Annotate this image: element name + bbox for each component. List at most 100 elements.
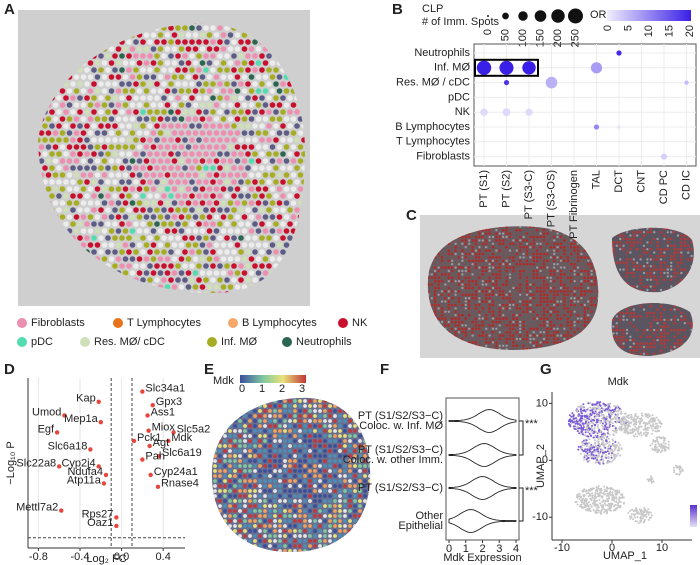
- spot: [268, 524, 272, 528]
- spot: [659, 247, 663, 251]
- spot: [91, 137, 97, 143]
- cell: [578, 405, 581, 408]
- spot: [266, 81, 272, 87]
- spot: [161, 249, 167, 255]
- spot: [348, 499, 352, 503]
- spot: [652, 318, 656, 322]
- spot: [245, 39, 251, 45]
- spot: [248, 519, 252, 523]
- spot: [512, 269, 515, 273]
- spot: [546, 337, 549, 341]
- spot: [80, 74, 87, 80]
- spot: [542, 228, 546, 232]
- spot: [318, 479, 322, 483]
- spot: [253, 489, 257, 493]
- spot: [318, 429, 322, 433]
- spot: [553, 239, 556, 242]
- spot: [253, 514, 257, 518]
- spot: [108, 228, 115, 234]
- spot: [70, 221, 76, 227]
- spot: [266, 109, 272, 115]
- spot: [203, 151, 209, 157]
- spot: [358, 397, 362, 398]
- spot: [659, 275, 663, 278]
- spot: [154, 249, 160, 255]
- spot: [593, 303, 597, 307]
- spot: [622, 244, 625, 247]
- spot: [293, 399, 297, 403]
- spot: [243, 449, 247, 453]
- spot: [481, 320, 485, 324]
- spot: [348, 404, 352, 408]
- spot: [234, 200, 241, 206]
- spot: [63, 179, 69, 185]
- spot: [233, 429, 237, 433]
- spot: [576, 242, 580, 245]
- spot: [615, 322, 618, 325]
- spot: [273, 494, 277, 498]
- spot: [358, 549, 362, 552]
- spot: [129, 214, 136, 220]
- spot: [553, 249, 556, 252]
- spot: [175, 95, 181, 101]
- spot: [491, 317, 495, 320]
- spot: [461, 293, 464, 297]
- spot: [248, 429, 252, 433]
- spot: [343, 469, 347, 473]
- spot: [522, 344, 525, 348]
- spot: [670, 318, 673, 321]
- spot: [126, 193, 132, 199]
- spot: [293, 494, 297, 498]
- spot: [66, 144, 73, 150]
- spot: [308, 484, 312, 488]
- spot: [147, 277, 153, 283]
- spot: [266, 263, 272, 269]
- spot: [192, 214, 199, 220]
- spot: [353, 514, 357, 518]
- spot: [343, 499, 347, 503]
- spot: [273, 544, 277, 548]
- spot: [353, 399, 357, 403]
- spot: [629, 241, 632, 244]
- spot: [363, 489, 367, 493]
- spot: [444, 283, 447, 286]
- spot: [328, 534, 332, 538]
- spot: [203, 179, 209, 185]
- spot: [535, 252, 539, 256]
- spot: [519, 293, 522, 296]
- spot: [293, 479, 297, 483]
- spot: [308, 504, 312, 508]
- spot: [491, 242, 495, 245]
- cell: [599, 404, 602, 407]
- spot: [632, 315, 636, 318]
- spot: [498, 320, 502, 324]
- spot: [481, 307, 485, 310]
- spot: [298, 504, 302, 508]
- spot: [178, 102, 185, 108]
- spot: [228, 509, 232, 513]
- spot: [525, 239, 529, 242]
- spot: [227, 102, 234, 108]
- spot: [238, 67, 244, 73]
- spot: [243, 434, 247, 438]
- cell: [576, 423, 579, 426]
- spot: [276, 116, 283, 122]
- spot: [333, 529, 337, 533]
- spot: [243, 464, 247, 468]
- spot: [328, 454, 332, 458]
- spot: [253, 479, 257, 483]
- spot: [288, 419, 292, 423]
- spot: [683, 237, 687, 241]
- spot: [196, 179, 202, 185]
- spot: [218, 544, 222, 548]
- spot: [164, 130, 171, 136]
- spot: [498, 317, 502, 320]
- spot: [140, 249, 146, 255]
- spot: [77, 221, 83, 227]
- spot: [112, 165, 118, 171]
- spot: [273, 514, 277, 518]
- spot: [262, 242, 269, 248]
- spot: [518, 286, 522, 290]
- spot: [358, 504, 362, 508]
- spot: [363, 509, 367, 513]
